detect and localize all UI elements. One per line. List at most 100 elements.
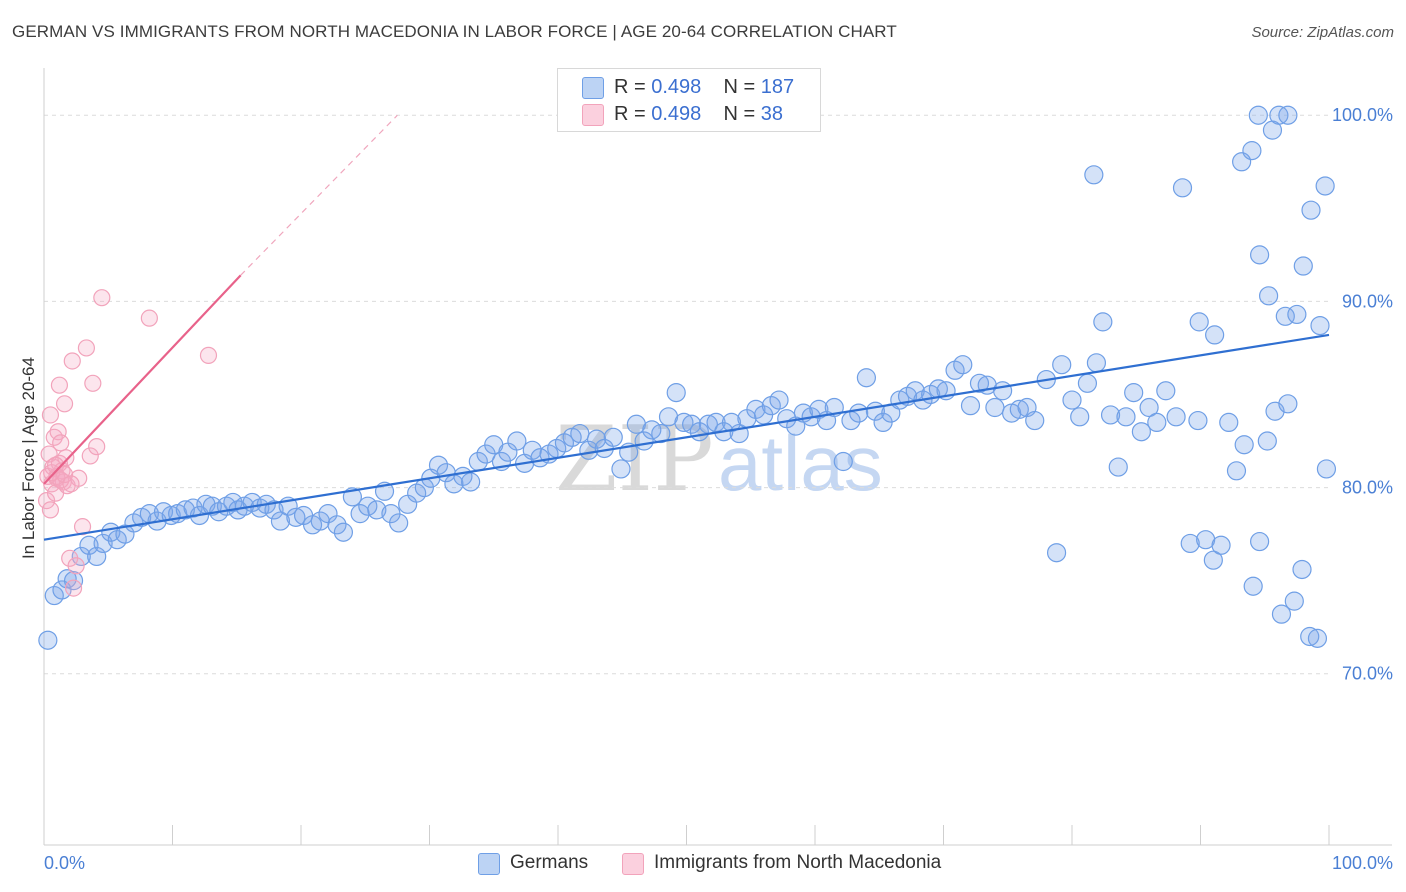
- german-point: [507, 431, 527, 451]
- german-point: [1278, 394, 1298, 414]
- german-point: [1203, 550, 1223, 570]
- german-point: [1025, 410, 1045, 431]
- german-point: [969, 373, 990, 393]
- german-point: [570, 423, 590, 444]
- north-macedonia-point: [199, 346, 218, 364]
- german-point: [333, 522, 354, 542]
- x-tick-label: 0.0%: [44, 853, 85, 873]
- german-point: [856, 368, 877, 388]
- german-point: [1086, 353, 1107, 373]
- legend-swatch-pink: [582, 104, 604, 126]
- german-point: [809, 399, 829, 419]
- german-point: [769, 390, 789, 410]
- german-point: [1284, 591, 1304, 611]
- german-point: [666, 383, 686, 403]
- north-macedonia-point: [67, 557, 85, 575]
- german-point: [1084, 165, 1104, 185]
- trend-lines: [43, 114, 1330, 541]
- german-point: [1100, 405, 1121, 425]
- north-macedonia-point: [84, 374, 102, 392]
- north-macedonia-point: [49, 423, 67, 441]
- german-point: [1062, 390, 1082, 410]
- german-point: [849, 403, 869, 423]
- y-tick-label: 70.0%: [1342, 664, 1393, 684]
- north-macedonia-point: [93, 289, 111, 307]
- german-point: [1242, 141, 1262, 161]
- german-point: [327, 515, 347, 535]
- germans-points: [38, 105, 1337, 650]
- north-macedonia-point: [41, 406, 60, 424]
- north-macedonia-point: [55, 395, 74, 413]
- german-point: [1046, 543, 1067, 563]
- german-point: [1259, 286, 1279, 306]
- german-point: [1189, 312, 1209, 332]
- german-point: [1139, 397, 1159, 418]
- legend-n-value: 187: [760, 76, 795, 98]
- north-macedonia-point: [50, 376, 69, 394]
- north-macedonia-point: [63, 352, 81, 370]
- german-point: [367, 500, 387, 520]
- legend-r-label: R =: [614, 103, 646, 125]
- german-point: [1226, 461, 1247, 481]
- north-macedonia-point: [88, 438, 106, 456]
- north-macedonia-point: [41, 501, 60, 519]
- north-macedonia-points: [37, 289, 218, 597]
- watermark: ZIP atlas: [555, 407, 883, 512]
- german-point: [1009, 399, 1029, 419]
- legend-n-label: N =: [723, 103, 756, 125]
- german-point: [1131, 422, 1151, 442]
- german-point: [833, 451, 853, 472]
- german-point: [1124, 383, 1144, 403]
- legend-r-value: 0.498: [651, 103, 702, 125]
- y-tick-label: 100.0%: [1332, 105, 1393, 125]
- german-point: [1250, 245, 1270, 265]
- german-point: [38, 630, 58, 650]
- german-point: [1188, 410, 1208, 431]
- legend-label-germans: Germans: [510, 852, 589, 873]
- german-point: [1172, 178, 1193, 198]
- german-point: [264, 500, 284, 520]
- german-point: [1211, 535, 1231, 555]
- north-macedonia-trend-extension: [240, 114, 398, 276]
- tick-labels: 100.0% 90.0% 80.0% 70.0% 0.0% 100.0%: [44, 105, 1393, 873]
- y-axis-title: In Labor Force | Age 20-64: [19, 357, 38, 559]
- german-point: [674, 412, 694, 433]
- german-point: [1257, 431, 1277, 451]
- correlation-legend: R = 0.498 N = 187 R = 0.498 N = 38: [557, 68, 821, 132]
- north-macedonia-point: [52, 434, 70, 452]
- german-point: [1077, 373, 1098, 393]
- german-point: [1147, 412, 1167, 433]
- y-tick-label: 80.0%: [1342, 478, 1393, 498]
- legend-r-value: 0.498: [651, 76, 702, 98]
- north-macedonia-point: [55, 465, 74, 484]
- north-macedonia-point: [77, 339, 96, 357]
- german-point: [1271, 604, 1292, 624]
- german-point: [1093, 312, 1113, 332]
- north-macedonia-point: [81, 447, 99, 465]
- german-point: [1278, 105, 1298, 125]
- german-point: [1219, 412, 1239, 433]
- axes: [43, 68, 1392, 846]
- german-point: [1293, 256, 1313, 276]
- legend-n-label: N =: [723, 76, 756, 98]
- german-point: [682, 414, 702, 434]
- legend-swatch-north-macedonia: [622, 853, 644, 875]
- north-macedonia-point: [62, 475, 80, 493]
- north-macedonia-point: [64, 579, 83, 597]
- source-label: Source: ZipAtlas.com: [1251, 24, 1394, 41]
- german-point: [1292, 559, 1312, 580]
- chart-title: GERMAN VS IMMIGRANTS FROM NORTH MACEDONI…: [12, 22, 897, 41]
- german-point: [985, 397, 1005, 418]
- north-macedonia-point: [140, 309, 158, 327]
- german-point: [1166, 407, 1186, 427]
- german-point: [93, 533, 113, 554]
- german-point: [428, 455, 449, 475]
- german-point: [1307, 628, 1328, 648]
- german-point: [1315, 176, 1335, 196]
- german-point: [953, 355, 973, 375]
- german-point: [1310, 315, 1330, 336]
- german-point: [960, 396, 981, 416]
- german-point: [1180, 533, 1200, 554]
- german-point: [175, 500, 195, 520]
